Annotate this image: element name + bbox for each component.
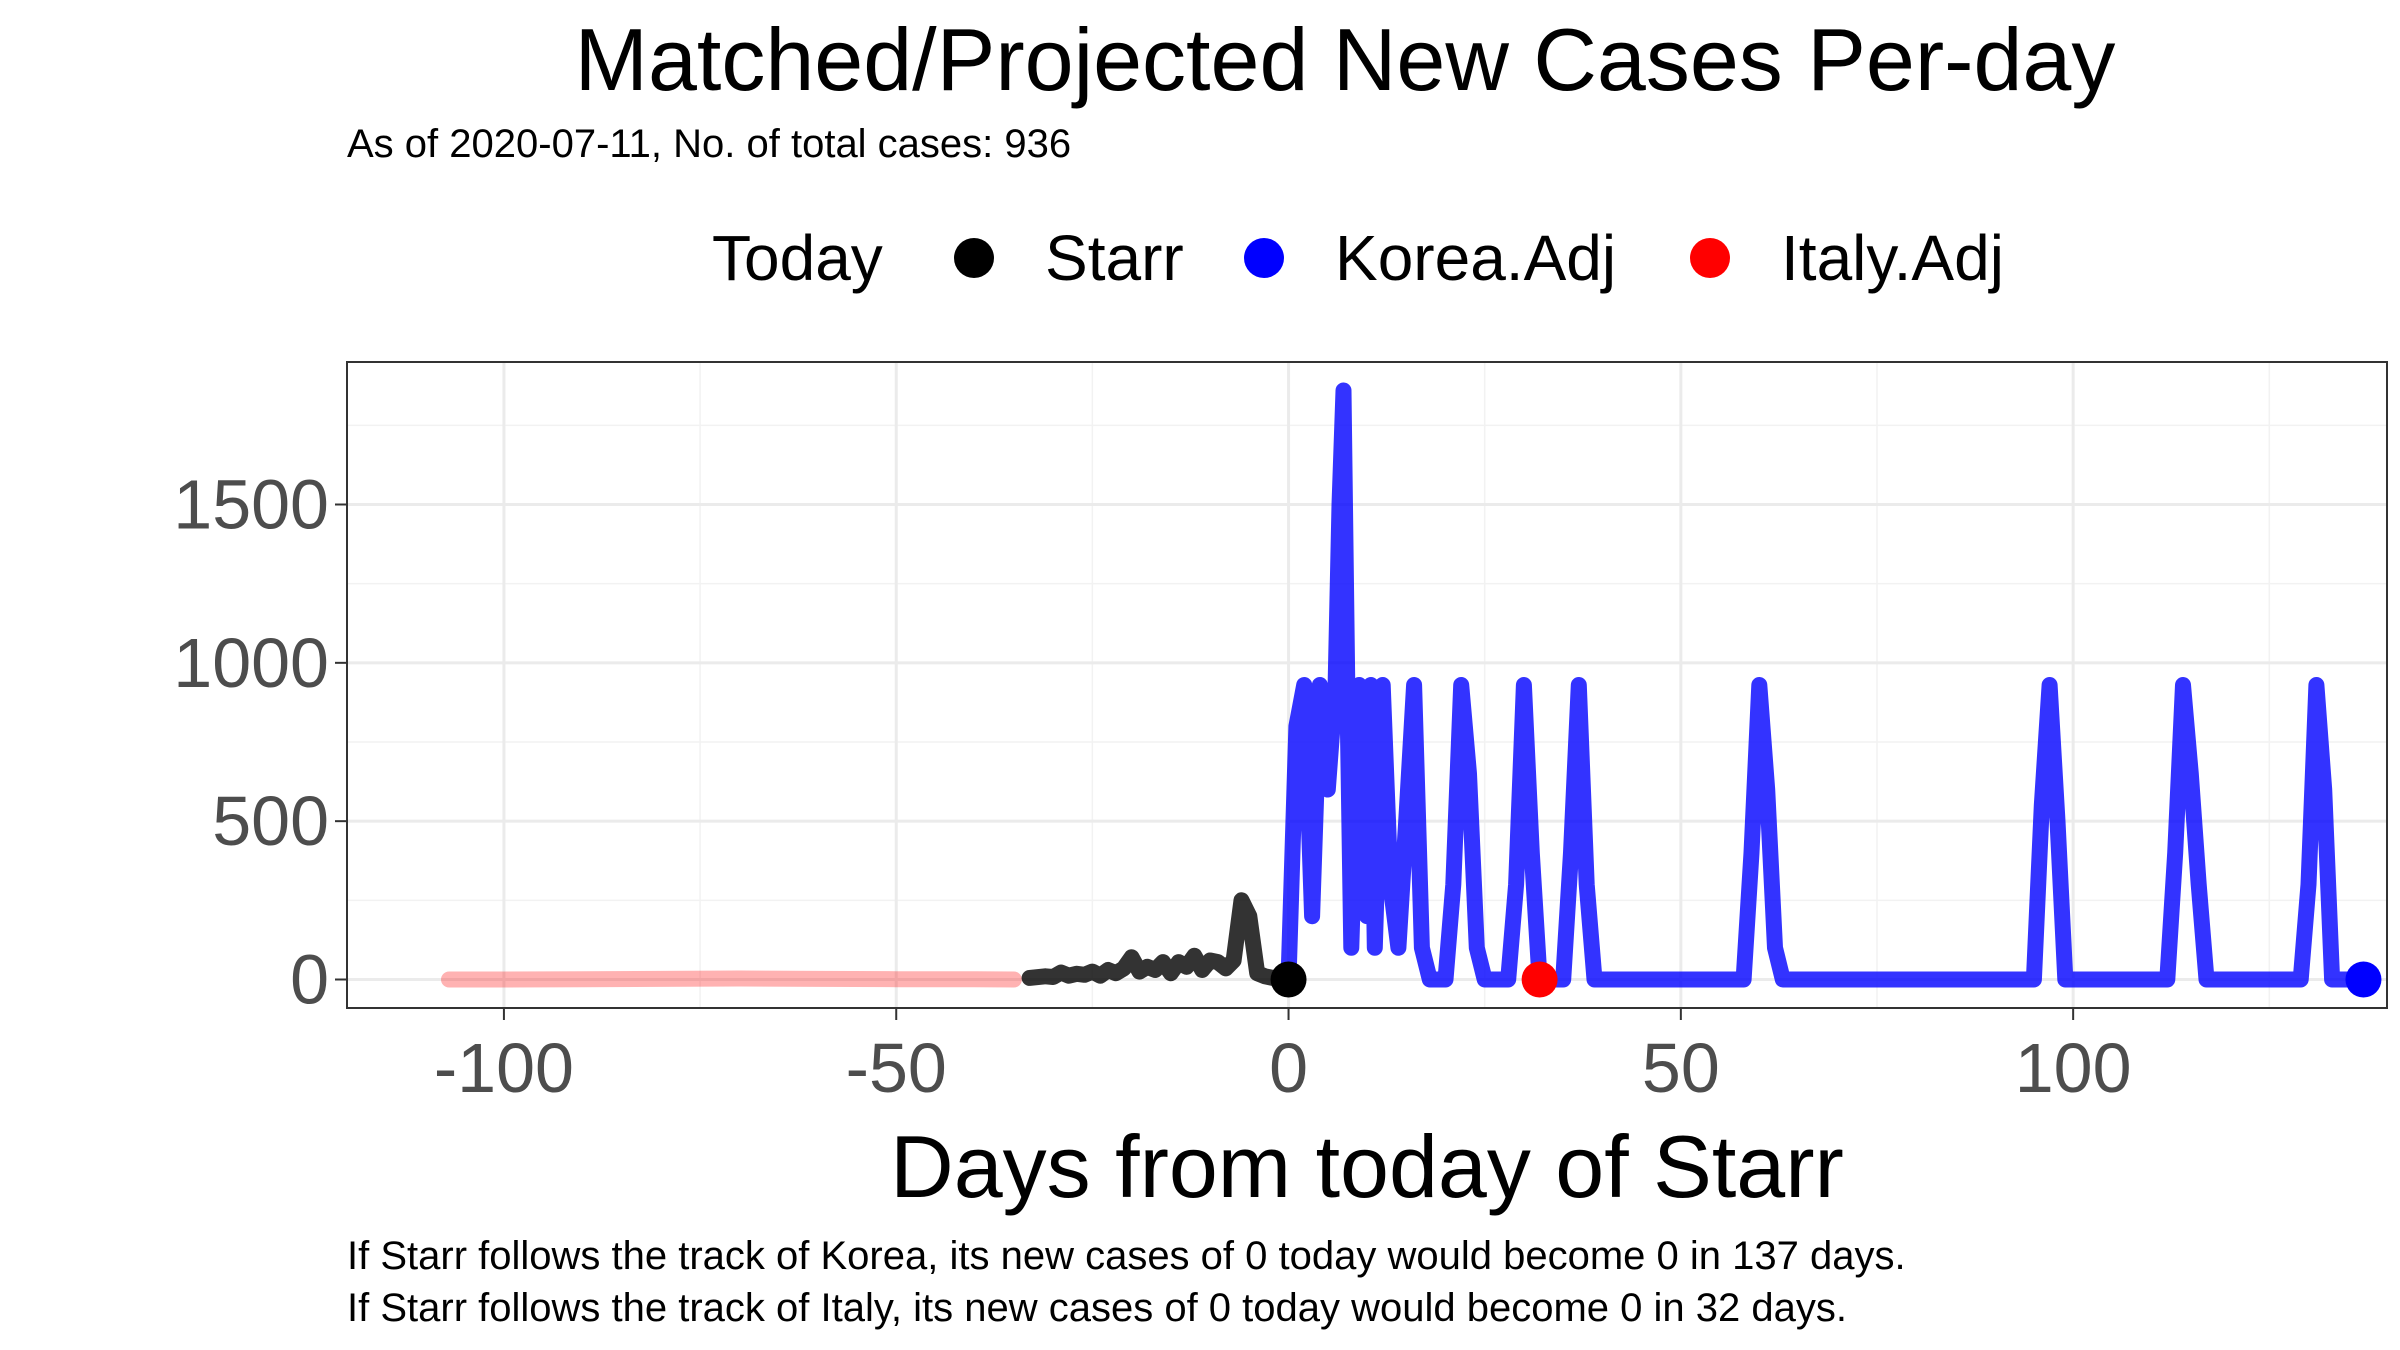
series-line-koreaadj [1280,382,2372,988]
y-tick-label: 500 [212,782,329,860]
chart-subtitle: As of 2020-07-11, No. of total cases: 93… [347,122,1072,166]
legend-label-korea: Korea.Adj [1335,222,1617,294]
today-marker-starr [1270,961,1307,998]
today-marker-italyadj [1521,961,1558,998]
y-tick-label: 1500 [173,466,329,544]
x-tick-label: -100 [434,1029,574,1107]
marker-layer [1270,961,2382,998]
series-line-starr [1021,892,1297,988]
x-axis-ticks: -100 -50 0 50 100 [434,1008,2132,1107]
today-marker-koreaadj [2345,961,2382,998]
panel-border [346,361,2388,1009]
y-axis-ticks: 0 500 1000 1500 [173,466,347,1019]
y-tick-label: 0 [290,941,329,1019]
caption-korea: If Starr follows the track of Korea, its… [347,1234,1906,1278]
legend-label-italy: Italy.Adj [1781,222,2004,294]
caption-italy: If Starr follows the track of Italy, its… [347,1286,1847,1330]
x-tick-label: -50 [846,1029,947,1107]
x-tick-label: 50 [1642,1029,1720,1107]
legend-key-starr [954,238,994,278]
legend-label-starr: Starr [1045,222,1184,294]
series-line-italyadj [441,970,1022,988]
chart-title: Matched/Projected New Cases Per-day [574,10,2116,109]
legend: Today Starr Korea.Adj Italy.Adj [0,218,2400,298]
legend-title: Today [712,222,883,294]
x-axis-title: Days from today of Starr [890,1117,1844,1216]
x-tick-label: 100 [2015,1029,2132,1107]
x-tick-label: 0 [1269,1029,1308,1107]
series-layer [441,382,2372,988]
legend-key-korea [1244,238,1284,278]
y-tick-label: 1000 [173,624,329,702]
legend-key-italy [1690,238,1730,278]
